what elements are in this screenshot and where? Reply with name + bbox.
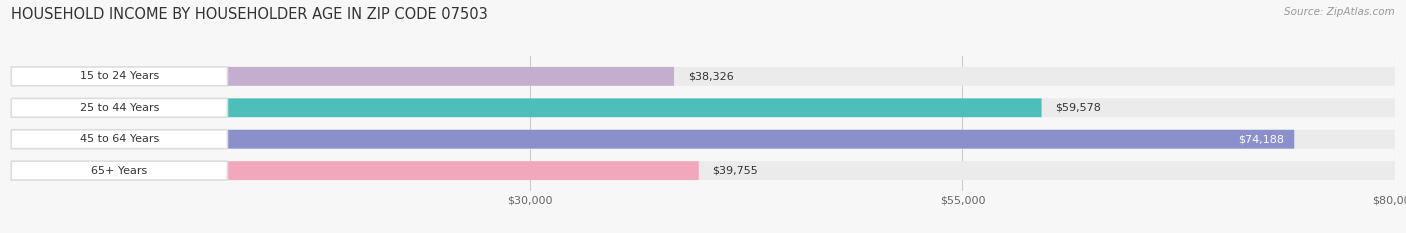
Text: $38,326: $38,326 bbox=[688, 71, 734, 81]
FancyBboxPatch shape bbox=[11, 130, 1395, 149]
FancyBboxPatch shape bbox=[11, 67, 1395, 86]
Text: 25 to 44 Years: 25 to 44 Years bbox=[80, 103, 159, 113]
Text: 65+ Years: 65+ Years bbox=[91, 166, 148, 176]
Text: Source: ZipAtlas.com: Source: ZipAtlas.com bbox=[1284, 7, 1395, 17]
FancyBboxPatch shape bbox=[11, 161, 699, 180]
FancyBboxPatch shape bbox=[11, 67, 228, 86]
Text: $74,188: $74,188 bbox=[1237, 134, 1284, 144]
FancyBboxPatch shape bbox=[11, 161, 228, 180]
Text: $59,578: $59,578 bbox=[1056, 103, 1101, 113]
Text: 45 to 64 Years: 45 to 64 Years bbox=[80, 134, 159, 144]
Text: 15 to 24 Years: 15 to 24 Years bbox=[80, 71, 159, 81]
FancyBboxPatch shape bbox=[11, 130, 1295, 149]
Text: HOUSEHOLD INCOME BY HOUSEHOLDER AGE IN ZIP CODE 07503: HOUSEHOLD INCOME BY HOUSEHOLDER AGE IN Z… bbox=[11, 7, 488, 22]
FancyBboxPatch shape bbox=[11, 98, 228, 117]
FancyBboxPatch shape bbox=[11, 161, 1395, 180]
FancyBboxPatch shape bbox=[11, 67, 673, 86]
Text: $39,755: $39,755 bbox=[713, 166, 758, 176]
FancyBboxPatch shape bbox=[11, 130, 228, 149]
FancyBboxPatch shape bbox=[11, 98, 1395, 117]
FancyBboxPatch shape bbox=[11, 98, 1042, 117]
